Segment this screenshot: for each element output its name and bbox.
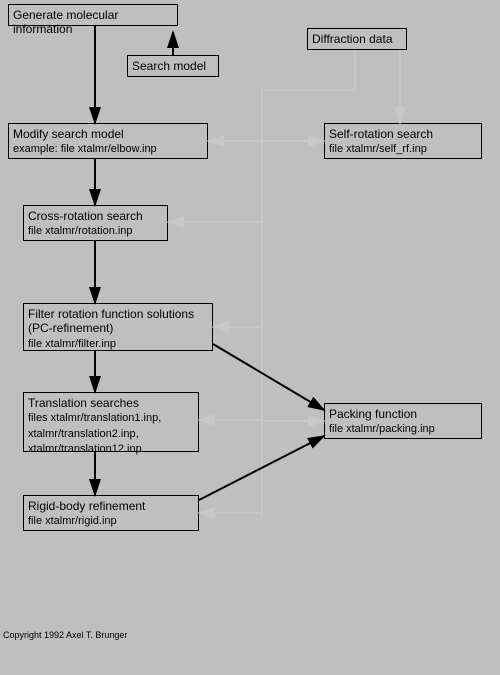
box-filter-file: file xtalmr/filter.inp (28, 338, 116, 350)
box-diffraction-title: Diffraction data (312, 32, 393, 46)
box-translation: Translation searches files xtalmr/transl… (23, 392, 199, 452)
box-trans-file: files xtalmr/translation1.inp, xtalmr/tr… (28, 412, 161, 454)
box-rigid: Rigid-body refinement file xtalmr/rigid.… (23, 495, 199, 531)
box-packing: Packing function file xtalmr/packing.inp (324, 403, 482, 439)
box-search-model: Search model (127, 55, 219, 77)
box-filter: Filter rotation function solutions (PC-r… (23, 303, 213, 351)
copyright-text: Copyright 1992 Axel T. Brunger (3, 630, 127, 640)
box-cross-title: Cross-rotation search (28, 209, 143, 223)
box-cross-file: file xtalmr/rotation.inp (28, 225, 133, 237)
box-selfrot-file: file xtalmr/self_rf.inp (329, 143, 427, 155)
box-filter-title: Filter rotation function solutions (PC-r… (28, 307, 194, 335)
box-modify-title: Modify search model (13, 127, 124, 141)
box-selfrot-title: Self-rotation search (329, 127, 433, 141)
box-rigid-title: Rigid-body refinement (28, 499, 145, 513)
box-diffraction-data: Diffraction data (307, 28, 407, 50)
box-cross-rotation: Cross-rotation search file xtalmr/rotati… (23, 205, 168, 241)
box-packing-file: file xtalmr/packing.inp (329, 423, 435, 435)
box-generate: Generate molecular information (8, 4, 178, 26)
box-rigid-file: file xtalmr/rigid.inp (28, 515, 117, 527)
box-trans-title: Translation searches (28, 396, 139, 410)
box-modify-file: example: file xtalmr/elbow.inp (13, 143, 157, 155)
box-search-model-title: Search model (132, 59, 206, 73)
box-packing-title: Packing function (329, 407, 417, 421)
box-modify: Modify search model example: file xtalmr… (8, 123, 208, 159)
box-self-rotation: Self-rotation search file xtalmr/self_rf… (324, 123, 482, 159)
box-generate-title: Generate molecular information (13, 8, 118, 36)
copyright-label: Copyright 1992 Axel T. Brunger (3, 630, 127, 640)
